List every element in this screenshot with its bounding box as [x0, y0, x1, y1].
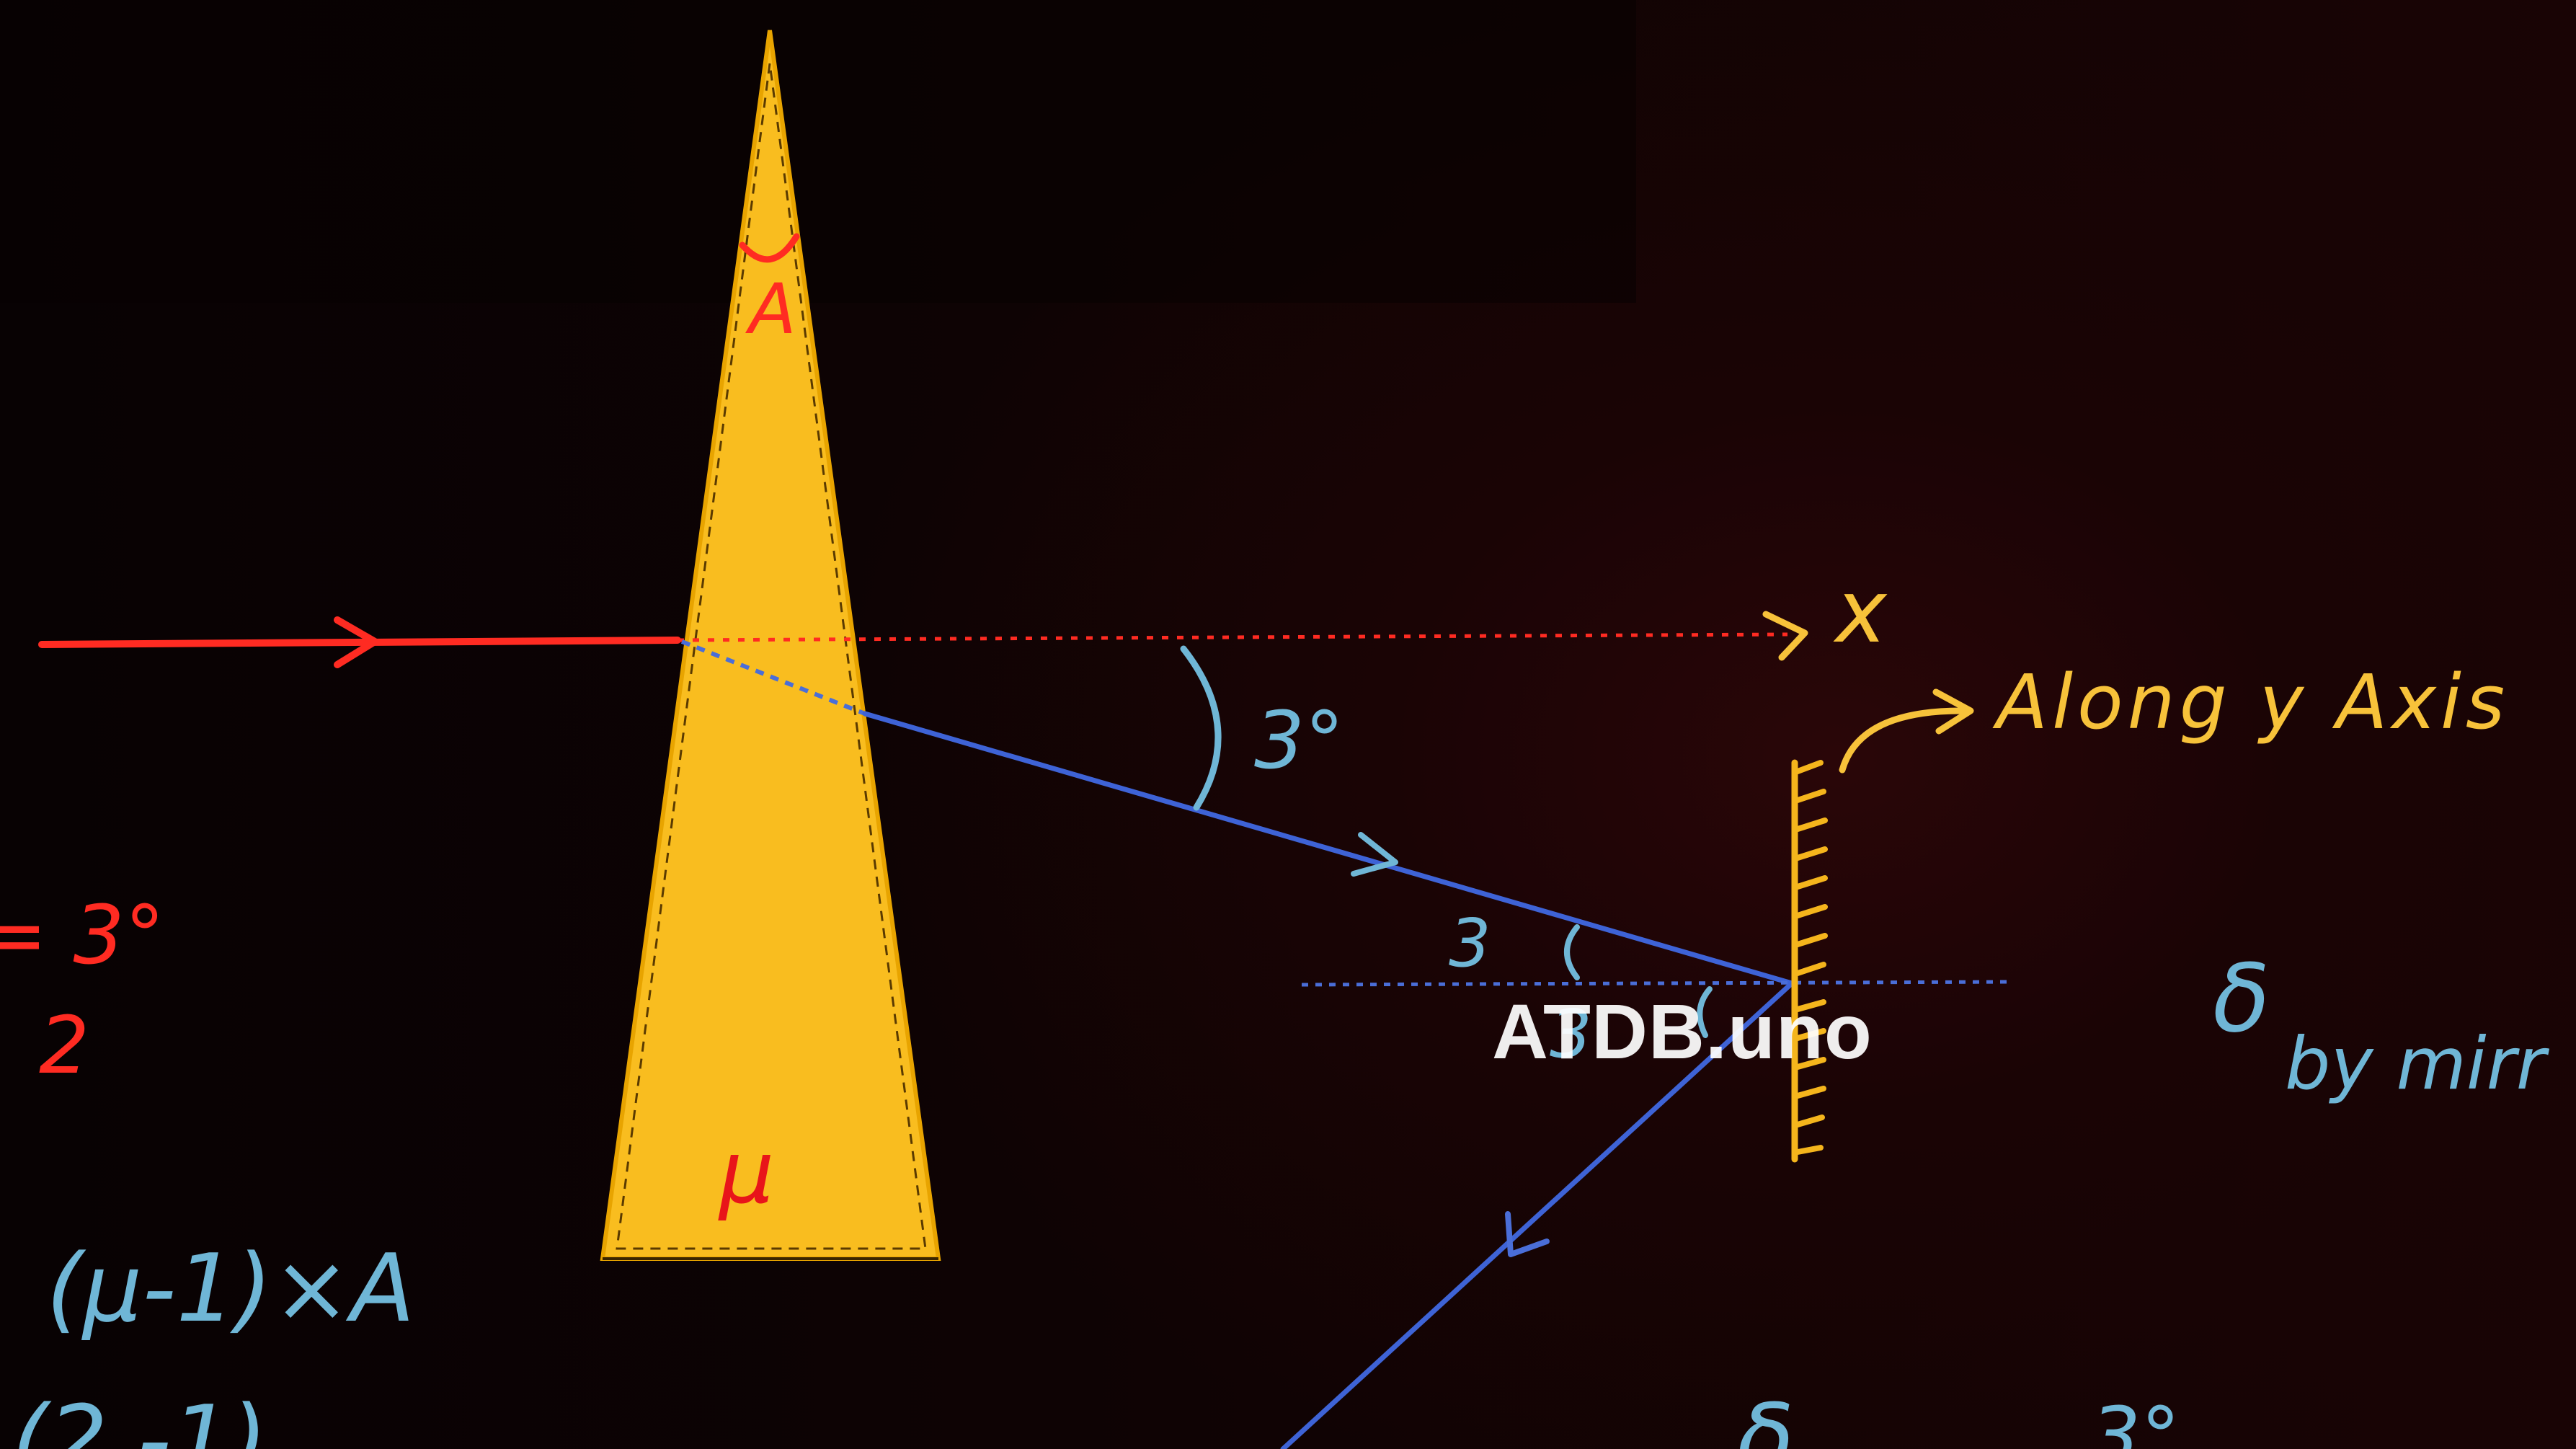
prism-inner-outline [616, 63, 927, 1250]
deviation-formula-partial: (2 -1) [12, 1385, 267, 1449]
axis-x-label: x [1832, 562, 1888, 663]
note-pointer-arrowhead [1932, 688, 1974, 735]
mirror-orientation-note: Along y Axis [1992, 658, 2509, 746]
reflection-angle-label: 3 [1550, 996, 1592, 1073]
incident-ray-arrow [334, 616, 378, 668]
deviation-angle-arc [1180, 645, 1222, 811]
shade-block [0, 0, 1636, 303]
incident-ray [38, 637, 681, 648]
delta-mirror-symbol: δ [2213, 944, 2270, 1053]
apex-angle-label: A [745, 269, 796, 350]
mirror-normal-dotted [1301, 980, 2009, 987]
bottom-value: 3° [2090, 1390, 2180, 1449]
incidence-angle-label: 3 [1449, 905, 1491, 982]
delta-mirror-subscript: by mirr [2285, 1022, 2550, 1106]
incidence-angle-arc [1564, 924, 1580, 980]
reflection-angle-arc [1697, 986, 1713, 1038]
left-eq-bottom: 2 [39, 999, 89, 1091]
watermark: ATDB.uno [1492, 988, 1873, 1075]
deviation-formula: (μ-1)×A [46, 1233, 415, 1343]
refracted-ray-arrow [1351, 832, 1398, 877]
deviation-angle-label: 3° [1254, 694, 1344, 786]
axis-x-arrow [1762, 611, 1808, 661]
note-pointer-arrow [1839, 707, 1967, 774]
mirror-hatching [1795, 760, 1828, 1155]
refracted-ray-inside [680, 639, 866, 716]
reflected-ray-arrow [1505, 1211, 1550, 1257]
refracted-ray [862, 711, 1795, 986]
axis-x-dotted [677, 632, 1788, 642]
delta-bottom-symbol: δ [1737, 1383, 1795, 1449]
reflected-ray [1280, 980, 1795, 1449]
left-eq-top: = 3° [0, 889, 165, 983]
refractive-index-label: μ [718, 1123, 774, 1223]
apex-angle-arc [739, 233, 800, 263]
